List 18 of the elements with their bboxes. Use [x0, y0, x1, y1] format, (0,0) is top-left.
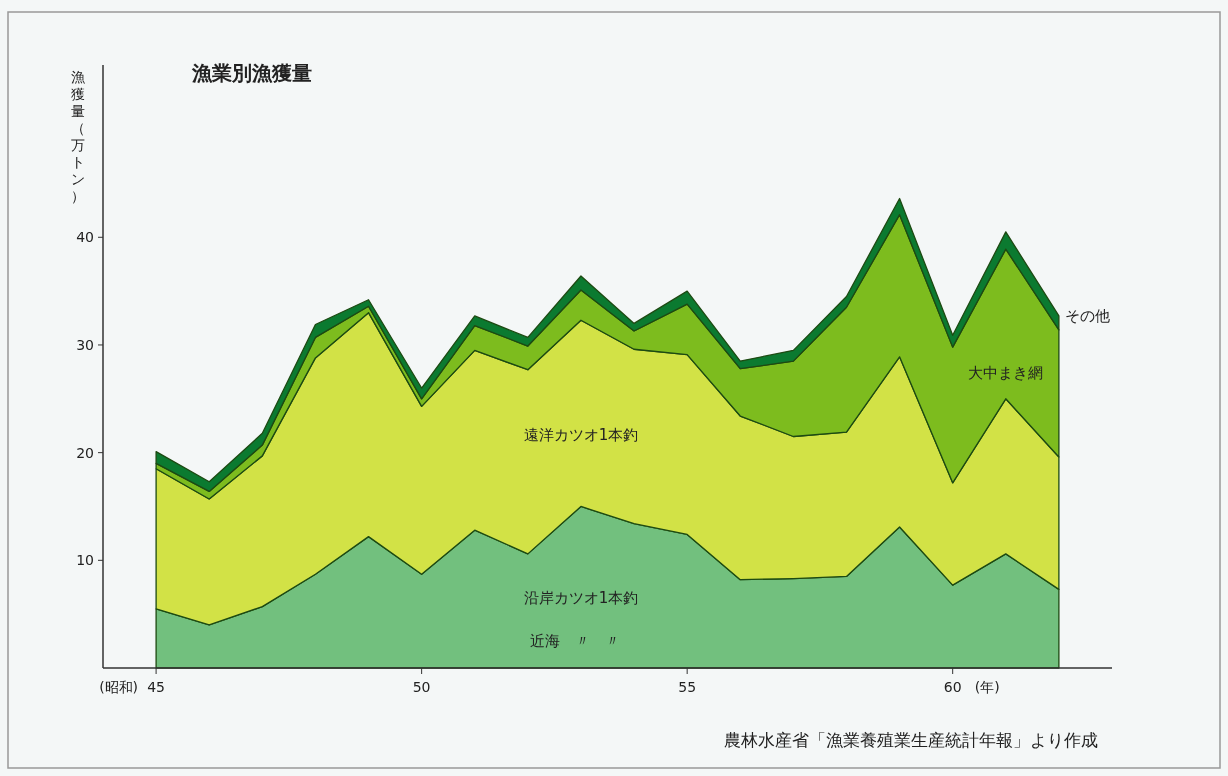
- x-tick-label: 60: [943, 679, 962, 695]
- x-tick-label: 50: [412, 679, 431, 695]
- series-label: 遠洋カツオ1本釣: [523, 426, 639, 445]
- chart-title: 漁業別漁獲量: [191, 61, 312, 85]
- series-label: 大中まき網: [968, 363, 1044, 382]
- x-tick-label: 45: [147, 679, 166, 695]
- x-tick-label: 55: [678, 679, 697, 695]
- y-tick-label: 30: [76, 336, 94, 353]
- series-label: その他: [1064, 306, 1110, 325]
- y-axis-title: 漁獲量（万トン）: [71, 69, 85, 204]
- text: (昭和): [99, 679, 139, 695]
- y-tick-label: 20: [76, 444, 94, 461]
- x-axis-title: (年): [974, 679, 1000, 695]
- y-tick-label: 40: [76, 229, 94, 246]
- text: 農林水産省「漁業養殖業生産統計年報」より作成: [724, 730, 1098, 750]
- series-label: 沿岸カツオ1本釣: [523, 589, 639, 608]
- annotation: 近海 〃 〃: [530, 632, 620, 650]
- y-tick-label: 10: [76, 552, 94, 569]
